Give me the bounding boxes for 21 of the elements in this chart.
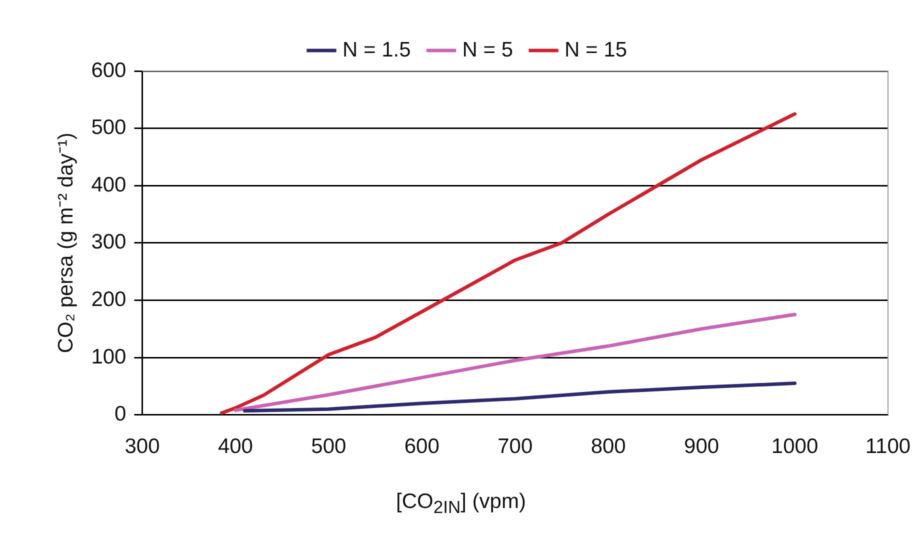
y-tick-label: 300 — [91, 230, 126, 254]
x-tick-label: 700 — [498, 435, 533, 458]
y-tick-label: 400 — [91, 173, 126, 196]
y-axis-title: CO₂ persa (g m⁻² day⁻¹) — [54, 132, 78, 354]
legend-label: N = 1.5 — [342, 38, 411, 62]
y-tick-label: 100 — [91, 345, 126, 368]
y-tick-label: 200 — [91, 288, 126, 311]
x-axis-title: [CO$_{2IN}$] (vpm) — [395, 490, 527, 518]
x-tick-label: 900 — [684, 435, 720, 458]
y-tick-label: 0 — [114, 402, 126, 426]
x-tick-label: 500 — [311, 435, 346, 458]
y-tick-label: 600 — [91, 58, 126, 82]
legend-label: N = 15 — [564, 38, 628, 62]
x-tick-label: 800 — [590, 435, 626, 458]
x-tick-label: 300 — [124, 435, 160, 458]
x-tick-label: 400 — [218, 435, 253, 458]
x-tick-label: 1100 — [865, 435, 911, 458]
legend-label: N = 5 — [462, 38, 514, 62]
x-tick-label: 600 — [404, 435, 440, 458]
x-tick-label: 1000 — [771, 435, 818, 458]
y-tick-label: 500 — [91, 116, 126, 140]
